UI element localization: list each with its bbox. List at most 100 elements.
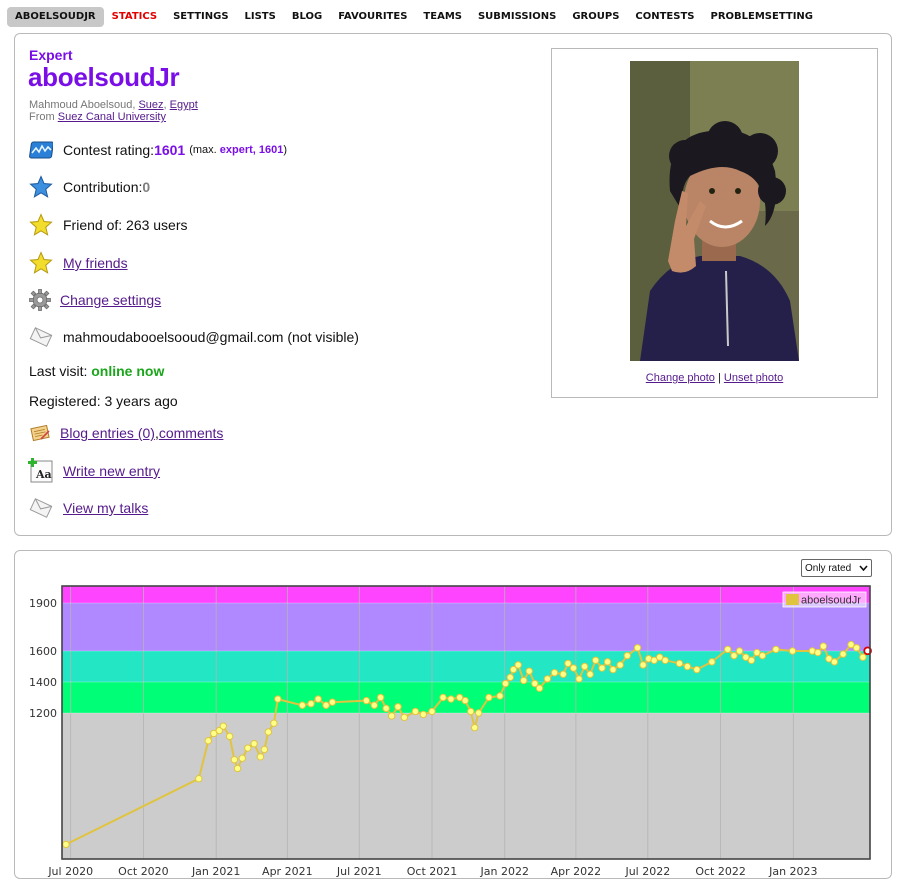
x-tick-label: Apr 2022 [551,865,602,878]
data-point [382,704,390,713]
nav-item-contests[interactable]: CONTESTS [635,11,695,22]
data-point [244,744,252,752]
contribution-label: Contribution: [63,179,143,195]
change-photo-link[interactable]: Change photo [645,372,715,384]
plot-border [61,585,871,860]
unset-photo-link[interactable]: Unset photo [723,372,784,384]
data-point [428,707,436,716]
contest-rating-row: Contest rating: 1601 (max. expert, 1601) [28,137,287,163]
data-point [439,693,447,702]
y-tick-label: 1400 [29,676,57,689]
data-point [470,723,479,732]
legend-label: aboelsoudJr [801,595,861,607]
nav-item-aboelsoudjr[interactable]: ABOELSOUDJR [7,7,104,27]
data-point [655,653,664,661]
x-tick-label: Jul 2022 [624,865,670,878]
data-point [753,648,761,657]
data-point [233,764,242,773]
data-point [195,775,203,783]
comments-link[interactable]: comments [158,425,224,441]
data-point [531,679,539,688]
x-tick-label: Jul 2020 [47,865,93,878]
data-point [730,651,738,660]
yellow-star-icon [28,250,54,276]
data-point [742,653,750,661]
legend-box [782,591,867,608]
nav-item-blog[interactable]: BLOG [291,11,323,22]
data-point [543,675,552,683]
data-point [204,737,212,745]
rating-band-3 [62,603,870,651]
blog-entries-link[interactable]: Blog entries (0) [60,425,155,441]
data-point [370,701,378,709]
friend-of-text: Friend of: 263 users [63,217,188,233]
view-talks-link[interactable]: View my talks [63,500,149,516]
nav-item-teams[interactable]: TEAMS [423,11,462,22]
nav-item-statics[interactable]: STATICS [111,11,158,22]
data-point [747,656,756,665]
blog-row: Blog entries (0), comments [28,420,223,446]
data-point [525,667,533,675]
nav-item-settings[interactable]: SETTINGS [173,11,229,22]
rated-filter-select[interactable]: Only rated [801,559,872,577]
yellow-star-icon [28,212,54,238]
data-point [298,701,307,709]
data-point [661,656,669,665]
data-point [683,662,692,671]
data-point [708,658,716,666]
data-point [328,698,337,706]
chevron-down-icon [859,565,868,571]
data-point [723,645,732,654]
from-label: From [29,111,58,123]
registered: Registered: 3 years ago [29,393,178,409]
change-settings-row: Change settings [28,287,161,313]
max-rating-prefix: (max. [189,144,220,156]
data-point [623,651,631,660]
data-point [314,695,322,703]
data-point [559,670,567,678]
user-name-location: Mahmoud Aboelsoud, Suez, Egypt [29,99,198,111]
nav-item-favourites[interactable]: FAVOURITES [338,11,408,22]
nav-item-groups[interactable]: GROUPS [572,11,620,22]
my-friends-row: My friends [28,250,128,276]
data-point [230,756,239,764]
data-point [210,729,218,738]
last-visit-label: Last visit: [29,363,92,379]
blue-star-icon [28,174,54,200]
data-point [411,707,420,716]
data-point [514,661,522,669]
contest-rating-value: 1601 [154,142,186,158]
location-separator: , [163,99,170,111]
photo-frame: Change photo | Unset photo [551,48,878,398]
organization-link[interactable]: Suez Canal University [57,111,166,123]
write-entry-link[interactable]: Write new entry [63,463,160,479]
data-point [474,709,483,717]
data-point [264,728,273,736]
data-point [362,696,371,705]
data-point [270,719,278,727]
country-link[interactable]: Egypt [169,99,198,111]
my-friends-link[interactable]: My friends [63,255,128,271]
nav-item-problemsetting[interactable]: PROBLEMSETTING [710,11,814,22]
rating-band-0 [62,713,870,859]
contest-rating-label: Contest rating: [63,142,155,158]
data-point [859,653,867,661]
nav-item-submissions[interactable]: SUBMISSIONS [477,11,557,22]
data-point [256,753,265,761]
envelope-icon [28,495,54,521]
x-tick-label: Oct 2022 [695,865,746,878]
change-settings-link[interactable]: Change settings [60,292,162,308]
rating-band-4 [62,586,870,603]
data-point [419,710,428,719]
legend-swatch [786,594,799,605]
x-tick-label: Jul 2021 [336,865,382,878]
x-tick-label: Jan 2021 [191,865,240,878]
city-link[interactable]: Suez [138,99,164,111]
y-tick-label: 1900 [29,597,57,610]
data-point [814,648,822,657]
top-nav: ABOELSOUDJR STATICS SETTINGS LISTS BLOG FAVOU… [7,7,821,27]
nav-item-lists[interactable]: LISTS [244,11,276,22]
data-point [847,640,855,649]
data-point [586,670,594,678]
data-point [852,644,861,652]
